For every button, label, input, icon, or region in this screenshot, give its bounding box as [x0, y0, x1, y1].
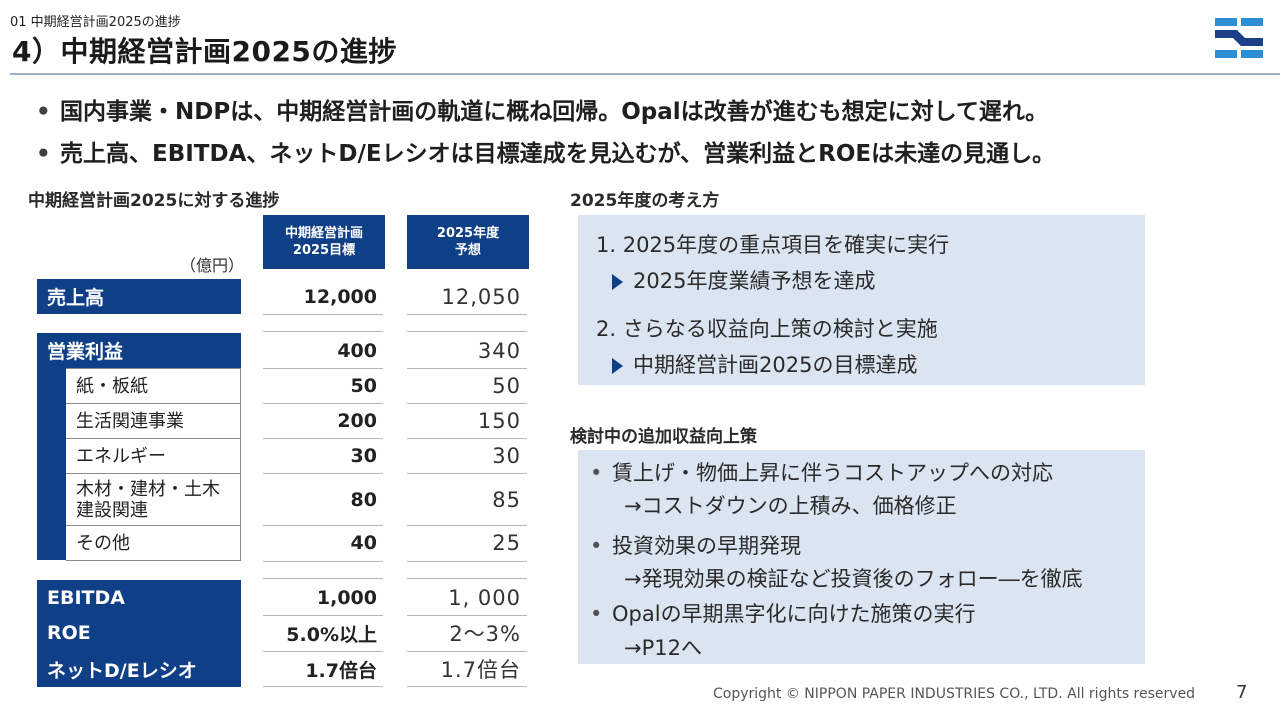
sales-target: 12,000 — [303, 285, 377, 308]
measures-box — [578, 450, 1145, 664]
company-logo — [1215, 18, 1263, 58]
energy-forecast: 30 — [492, 444, 521, 468]
row-label-wood: 木材・建材・土木 建設関連 — [66, 473, 241, 526]
triangle-arrow-icon — [612, 274, 623, 290]
measure-bullet-1: • 賃上げ・物価上昇に伴うコストアップへの対応 — [590, 461, 1053, 485]
row-divider — [407, 368, 527, 369]
unit-label: （億円） — [180, 256, 245, 275]
row-divider — [263, 578, 383, 579]
row-divider — [263, 368, 383, 369]
row-divider — [263, 403, 383, 404]
row-label-operating-profit: 営業利益 — [37, 333, 241, 368]
net-de-forecast: 1.7倍台 — [440, 658, 521, 682]
row-divider — [263, 561, 383, 562]
row-label-sales: 売上高 — [37, 279, 241, 314]
operating-profit-target: 400 — [337, 339, 377, 362]
approach-item-2: 2. さらなる収益向上策の検討と実施 — [596, 317, 938, 341]
row-divider — [407, 651, 527, 652]
net-de-target: 1.7倍台 — [305, 659, 377, 682]
measure-bullet-2-sub: →発現効果の検証など投資後のフォロー―を徹底 — [624, 567, 1083, 591]
measures-heading: 検討中の追加収益向上策 — [570, 427, 757, 447]
breadcrumb: 01 中期経営計画2025の進捗 — [10, 15, 181, 30]
roe-forecast: 2～3% — [449, 622, 521, 646]
ebitda-forecast: 1, 000 — [448, 586, 521, 610]
operating-profit-forecast: 340 — [477, 338, 521, 363]
col-header-target: 中期経営計画 2025目標 — [263, 215, 385, 269]
row-label-life: 生活関連事業 — [66, 403, 241, 439]
wood-forecast: 85 — [492, 487, 521, 512]
row-divider — [407, 561, 527, 562]
measure-bullet-2: • 投資効果の早期発現 — [590, 534, 801, 558]
paper-forecast: 50 — [492, 374, 521, 398]
measure-bullet-1-sub: →コストダウンの上積み、価格修正 — [624, 494, 957, 518]
measure-bullet-3: • Opalの早期黒字化に向けた施策の実行 — [590, 602, 976, 626]
bullet-dot: • — [36, 99, 51, 125]
row-divider — [263, 331, 383, 332]
row-divider — [263, 438, 383, 439]
summary-bullet-1: • 国内事業・NDPは、中期経営計画の軌道に概ね回帰。Opalは改善が進むも想定に… — [36, 99, 1049, 125]
row-divider — [263, 473, 383, 474]
approach-item-1-sub: 2025年度業績予想を達成 — [612, 265, 875, 295]
bullet-dot: • — [590, 534, 603, 558]
life-forecast: 150 — [477, 409, 521, 433]
row-divider — [407, 578, 527, 579]
row-divider — [407, 403, 527, 404]
life-target: 200 — [337, 410, 377, 432]
row-divider — [263, 651, 383, 652]
copyright-text: Copyright © NIPPON PAPER INDUSTRIES CO.,… — [713, 686, 1196, 702]
approach-item-1: 1. 2025年度の重点項目を確実に実行 — [596, 233, 950, 257]
other-forecast: 25 — [492, 531, 521, 555]
row-label-paper: 紙・板紙 — [66, 368, 241, 404]
row-divider — [263, 686, 383, 687]
row-divider — [263, 615, 383, 616]
row-divider — [407, 615, 527, 616]
row-label-net-de-ratio: ネットD/Eレシオ — [37, 651, 241, 687]
wood-target: 80 — [350, 488, 377, 511]
row-divider — [263, 525, 383, 526]
summary-bullet-2: • 売上高、EBITDA、ネットD/Eレシオは目標達成を見込むが、営業利益とROE… — [36, 141, 1056, 167]
sales-forecast: 12,050 — [441, 284, 521, 309]
approach-heading: 2025年度の考え方 — [570, 191, 720, 211]
other-target: 40 — [350, 532, 377, 554]
paper-target: 50 — [350, 375, 377, 397]
row-label-roe: ROE — [37, 615, 241, 651]
segment-bar — [37, 368, 66, 560]
triangle-arrow-icon — [612, 358, 623, 374]
title-divider — [10, 73, 1280, 75]
measure-bullet-3-sub: →P12へ — [624, 636, 702, 660]
approach-box — [578, 215, 1145, 385]
row-label-energy: エネルギー — [66, 438, 241, 474]
row-divider — [407, 331, 527, 332]
row-divider — [407, 686, 527, 687]
row-divider — [407, 438, 527, 439]
row-label-ebitda: EBITDA — [37, 580, 241, 616]
bullet-dot: • — [36, 141, 51, 167]
page-number: 7 — [1236, 682, 1248, 703]
row-divider — [407, 525, 527, 526]
row-divider — [407, 314, 527, 315]
row-divider — [263, 314, 383, 315]
page-title: 4）中期経営計画2025の進捗 — [12, 35, 397, 68]
col-header-forecast: 2025年度 予想 — [407, 215, 529, 269]
progress-table-heading: 中期経営計画2025に対する進捗 — [28, 191, 280, 211]
bullet-dot: • — [590, 461, 603, 485]
energy-target: 30 — [350, 445, 377, 467]
ebitda-target: 1,000 — [316, 587, 377, 609]
approach-item-2-sub: 中期経営計画2025の目標達成 — [612, 349, 917, 379]
row-divider — [407, 473, 527, 474]
roe-target: 5.0%以上 — [286, 623, 377, 646]
row-label-other: その他 — [66, 525, 241, 561]
bullet-dot: • — [590, 602, 603, 626]
